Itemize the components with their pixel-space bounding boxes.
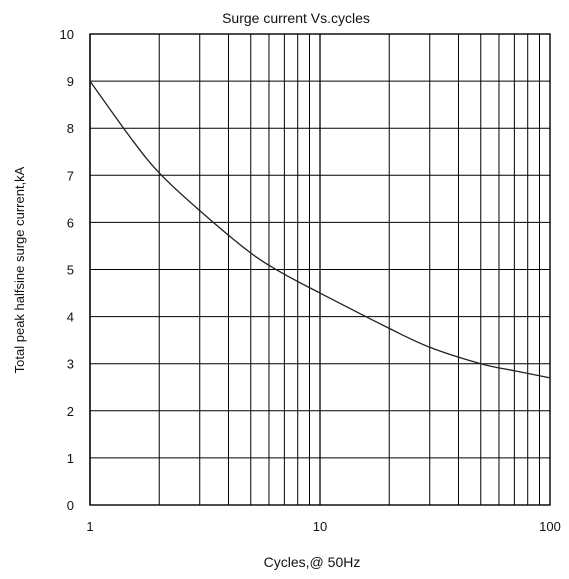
y-tick-label: 6: [67, 215, 74, 230]
y-axis-label: Total peak halfsine surge current,kA: [12, 166, 27, 373]
surge-curve: [89, 80, 551, 379]
y-tick-label: 0: [67, 498, 74, 513]
x-axis-label: Cycles,@ 50Hz: [264, 554, 361, 570]
y-tick-label: 1: [67, 451, 74, 466]
y-tick-label: 9: [67, 74, 74, 89]
grid-lines: [89, 33, 550, 506]
y-tick-label: 2: [67, 404, 74, 419]
chart-title: Surge current Vs.cycles: [222, 10, 370, 26]
y-tick-label: 10: [60, 27, 74, 42]
y-tick-label: 8: [67, 121, 74, 136]
y-tick-label: 3: [67, 357, 74, 372]
x-tick-label: 100: [539, 519, 561, 534]
y-tick-label: 7: [67, 168, 74, 183]
y-tick-label: 4: [67, 310, 74, 325]
x-tick-label: 1: [86, 519, 93, 534]
x-tick-label: 10: [313, 519, 327, 534]
y-tick-label: 5: [67, 263, 74, 278]
plot-frame: [89, 33, 551, 506]
